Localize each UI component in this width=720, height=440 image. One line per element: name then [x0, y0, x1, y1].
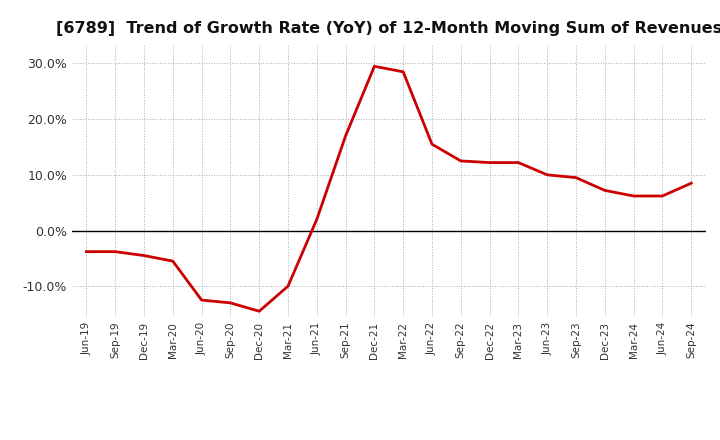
Title: [6789]  Trend of Growth Rate (YoY) of 12-Month Moving Sum of Revenues: [6789] Trend of Growth Rate (YoY) of 12-… — [55, 21, 720, 36]
